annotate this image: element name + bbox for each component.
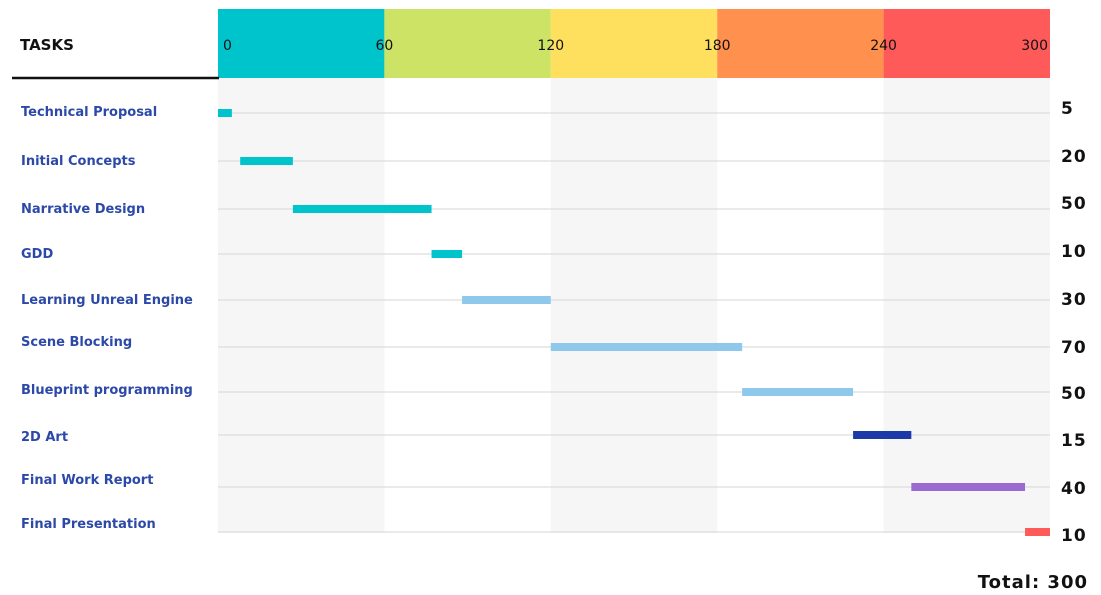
task-label: 2D Art (21, 430, 68, 445)
header-ticks: 0 60 120 180 240 300 (223, 38, 1048, 54)
header-zone (218, 9, 385, 78)
task-label: Initial Concepts (21, 154, 136, 169)
tick-label: 240 (870, 38, 897, 54)
task-label: Narrative Design (21, 202, 145, 217)
tick-label: 300 (1021, 38, 1048, 54)
task-label: Technical Proposal (21, 105, 157, 120)
duration-label: 10 (1061, 242, 1087, 262)
task-label: GDD (21, 247, 53, 262)
task-bars (218, 109, 1050, 536)
header-zone (384, 9, 551, 78)
task-bar (431, 250, 463, 258)
duration-label: 10 (1061, 526, 1087, 546)
task-bar (218, 109, 232, 117)
background-band (218, 78, 385, 533)
task-bar (462, 296, 551, 304)
tick-label: 180 (704, 38, 731, 54)
task-bar (742, 388, 854, 396)
task-labels: Technical Proposal Initial Concepts Narrat… (21, 105, 193, 532)
duration-label: 15 (1061, 431, 1087, 451)
duration-label: 40 (1061, 479, 1087, 499)
duration-label: 20 (1061, 147, 1087, 167)
tick-label: 120 (537, 38, 564, 54)
task-bar (292, 205, 432, 213)
task-bar (1025, 528, 1050, 536)
header-color-zones (218, 9, 1050, 78)
background-bands (218, 78, 1050, 533)
total-label: Total: 300 (978, 572, 1088, 593)
task-label: Learning Unreal Engine (21, 293, 193, 308)
task-label: Blueprint programming (21, 383, 193, 398)
background-band (550, 78, 718, 533)
header-zone (883, 9, 1050, 78)
task-label: Scene Blocking (21, 335, 132, 350)
tasks-header: TASKS (20, 36, 74, 54)
duration-label: 30 (1061, 290, 1087, 310)
task-label: Final Work Report (21, 473, 153, 488)
header-zone (717, 9, 884, 78)
task-bar (853, 431, 912, 439)
tick-label: 0 (223, 38, 232, 54)
task-bar (550, 343, 743, 351)
background-band (883, 78, 1050, 533)
duration-label: 50 (1061, 194, 1087, 214)
task-label: Final Presentation (21, 517, 156, 532)
tick-label: 60 (375, 38, 393, 54)
duration-labels: 5 20 50 10 30 70 50 15 40 10 (1061, 99, 1087, 546)
duration-label: 50 (1061, 384, 1087, 404)
header-zone (550, 9, 718, 78)
duration-label: 5 (1061, 99, 1074, 119)
task-bar (240, 157, 293, 165)
task-bar (911, 483, 1026, 491)
duration-label: 70 (1061, 338, 1087, 358)
